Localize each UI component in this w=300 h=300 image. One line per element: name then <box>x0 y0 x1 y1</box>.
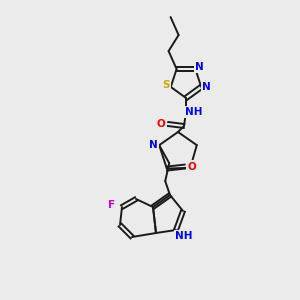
Text: S: S <box>162 80 169 90</box>
Text: O: O <box>188 162 196 172</box>
Text: F: F <box>108 200 116 210</box>
Text: N: N <box>149 140 158 150</box>
Text: N: N <box>202 82 211 92</box>
Text: N: N <box>195 62 204 72</box>
Text: NH: NH <box>175 231 193 241</box>
Text: O: O <box>157 119 165 129</box>
Text: NH: NH <box>185 107 203 117</box>
